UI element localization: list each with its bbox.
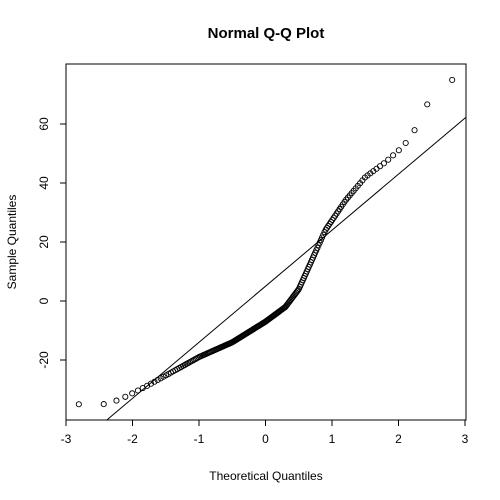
data-point xyxy=(122,393,129,400)
data-point xyxy=(75,401,82,408)
data-point xyxy=(385,156,392,163)
y-tick-label: 0 xyxy=(37,297,51,304)
data-point xyxy=(449,76,456,83)
y-tick-label: 20 xyxy=(37,235,51,249)
y-tick-label: 60 xyxy=(37,117,51,131)
chart-title: Normal Q-Q Plot xyxy=(208,25,325,42)
data-point xyxy=(129,390,136,397)
x-tick-label: -1 xyxy=(194,432,205,446)
y-tick-label: -20 xyxy=(37,351,51,369)
plot-frame xyxy=(65,63,467,421)
x-tick-label: 0 xyxy=(262,432,269,446)
data-points xyxy=(75,76,456,408)
y-tick-label: 40 xyxy=(37,176,51,190)
data-point xyxy=(154,376,161,384)
data-point xyxy=(151,378,158,385)
y-axis: -20 0 20 40 60 xyxy=(37,117,67,369)
x-axis-label: Theoretical Quantiles xyxy=(209,469,322,483)
data-point xyxy=(402,139,409,147)
data-point xyxy=(113,397,120,404)
x-axis: -3 -2 -1 0 1 2 3 xyxy=(61,419,469,446)
data-point xyxy=(395,147,402,154)
x-tick-label: -3 xyxy=(61,432,72,446)
x-tick-label: 2 xyxy=(395,432,402,446)
data-point xyxy=(424,101,431,108)
x-tick-label: -2 xyxy=(127,432,138,446)
reference-line xyxy=(106,116,467,421)
data-point xyxy=(134,387,141,394)
data-point xyxy=(376,163,384,170)
data-point xyxy=(380,160,387,167)
data-point xyxy=(147,380,155,387)
data-point xyxy=(411,127,418,134)
x-tick-label: 1 xyxy=(329,432,336,446)
data-point xyxy=(390,152,397,159)
x-tick-label: 3 xyxy=(462,432,469,446)
data-point xyxy=(100,401,107,408)
data-point xyxy=(294,287,302,294)
y-axis-label: Sample Quantiles xyxy=(5,195,19,290)
